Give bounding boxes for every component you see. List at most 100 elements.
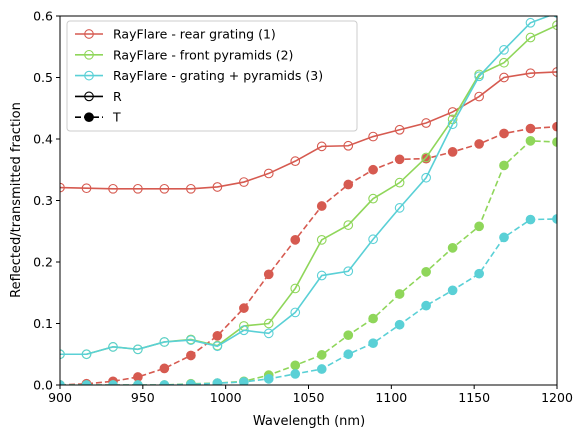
y-tick-label: 0.3	[33, 193, 53, 208]
y-axis-label: Reflected/transmitted fraction	[9, 102, 24, 298]
series-2-R-point	[368, 193, 378, 204]
series-2-T-point	[447, 243, 458, 253]
series-1-T-point	[263, 269, 274, 280]
series-1-R-point	[499, 72, 509, 83]
series-3-R-point	[186, 335, 196, 345]
series-1-R-point	[474, 91, 484, 102]
series-3-R-point	[290, 307, 301, 318]
y-tick-label: 0.2	[33, 255, 53, 270]
series-2-T-point	[421, 266, 431, 277]
legend-entry-label: RayFlare - grating + pyramids (3)	[113, 68, 323, 83]
series-1-T-point	[552, 121, 557, 132]
series-1-R-point	[159, 183, 170, 194]
series-3-T-point	[108, 380, 118, 385]
x-tick-label: 1200	[541, 390, 573, 405]
series-1-R-point	[368, 131, 378, 142]
series-1-R-point	[343, 140, 354, 151]
x-tick-label: 900	[48, 390, 72, 405]
series-1-T-point	[499, 128, 509, 139]
series-2-T-point	[525, 135, 536, 146]
x-axis-label: Wavelength (nm)	[253, 414, 365, 429]
series-3-T-point	[81, 380, 92, 385]
x-tick-label: 950	[131, 390, 155, 405]
series-3-T-point	[316, 364, 327, 374]
axes-layer: 900 950 1000 1050 1100 1150 1200 0.0 0.1 0.2 0.3 0.…	[33, 9, 573, 406]
series-3-T-point	[474, 268, 484, 279]
series-1-R-point	[212, 182, 223, 192]
series-1-T-point	[525, 123, 536, 134]
series-2-R-point	[316, 235, 327, 245]
series-2-R-point	[263, 318, 274, 329]
series-3-T-line	[60, 218, 557, 385]
series-2-T-point	[474, 221, 484, 232]
x-tick-label: 1000	[210, 390, 242, 405]
series-3-R-point	[316, 270, 327, 281]
series-3-R-point	[474, 71, 484, 82]
legend-marker	[84, 91, 94, 102]
series-3-R-point	[368, 234, 378, 245]
legend-entry-label: RayFlare - rear grating (1)	[113, 27, 276, 42]
x-tick-label: 1050	[293, 390, 325, 405]
series-2-T-point	[343, 330, 354, 341]
series-1-R-point	[421, 118, 431, 128]
series-1-R-point	[239, 177, 249, 187]
series-1-T-point	[290, 235, 301, 245]
series-3-T-point	[239, 377, 249, 385]
legend-marker	[84, 70, 94, 81]
series-2-R-point	[290, 283, 301, 294]
series-3-T-point	[133, 380, 143, 385]
series-2-R-point	[343, 220, 354, 230]
plot-layer	[60, 16, 557, 385]
series-1-T-point	[343, 179, 354, 190]
series-3-R-point	[81, 349, 92, 360]
series-2-R-point	[525, 32, 536, 43]
legend-marker	[84, 29, 94, 39]
series-3-T-point	[343, 349, 354, 360]
series-3-T-point	[499, 232, 509, 243]
series-3-T-point	[212, 378, 223, 385]
legend-entry-label: T	[112, 110, 121, 125]
series-1-R-point	[525, 68, 536, 79]
y-tick-label: 0.1	[33, 316, 53, 331]
y-tick-label: 0.6	[33, 9, 53, 24]
series-3-T-point	[525, 214, 536, 225]
series-3-T-point	[368, 338, 378, 349]
series-3-T-point	[421, 300, 431, 311]
legend-marker	[84, 49, 94, 60]
series-3-T-point	[263, 374, 274, 384]
series-3-T-point	[159, 380, 170, 385]
series-3-R-point	[263, 328, 274, 339]
series-1-R-point	[316, 141, 327, 152]
series-1-R-point	[81, 183, 92, 194]
series-2-T-point	[290, 360, 301, 371]
series-3-T-point	[290, 369, 301, 379]
series-1-R-point	[263, 168, 274, 179]
series-1-T-point	[133, 372, 143, 382]
series-3-R-point	[525, 17, 536, 28]
series-3-R-point	[212, 341, 223, 352]
series-2-T-point	[394, 289, 405, 299]
series-1-R-point	[108, 183, 118, 194]
plot-area	[60, 16, 557, 385]
series-3-R-point	[447, 119, 458, 130]
legend-entry-label: RayFlare - front pyramids (2)	[113, 47, 293, 62]
series-3-R-point	[159, 337, 170, 347]
series-1-T-point	[159, 363, 170, 374]
series-1-T-point	[394, 154, 405, 165]
legend-entry-label: R	[113, 89, 122, 104]
series-2-T-point	[499, 160, 509, 171]
series-1-T-point	[447, 147, 458, 157]
series-1-R-point	[186, 183, 196, 194]
series-3-T-point	[447, 285, 458, 296]
series-3-R-point	[421, 172, 431, 183]
series-3-R-point	[239, 325, 249, 336]
series-1-T-point	[474, 139, 484, 149]
series-1-T-point	[212, 330, 223, 341]
series-1-R-point	[290, 156, 301, 166]
series-1-T-point	[239, 303, 249, 313]
series-2-R-point	[499, 57, 509, 68]
legend-box	[66, 20, 358, 132]
series-2-R-point	[421, 152, 431, 163]
series-1-T-point	[186, 350, 196, 361]
